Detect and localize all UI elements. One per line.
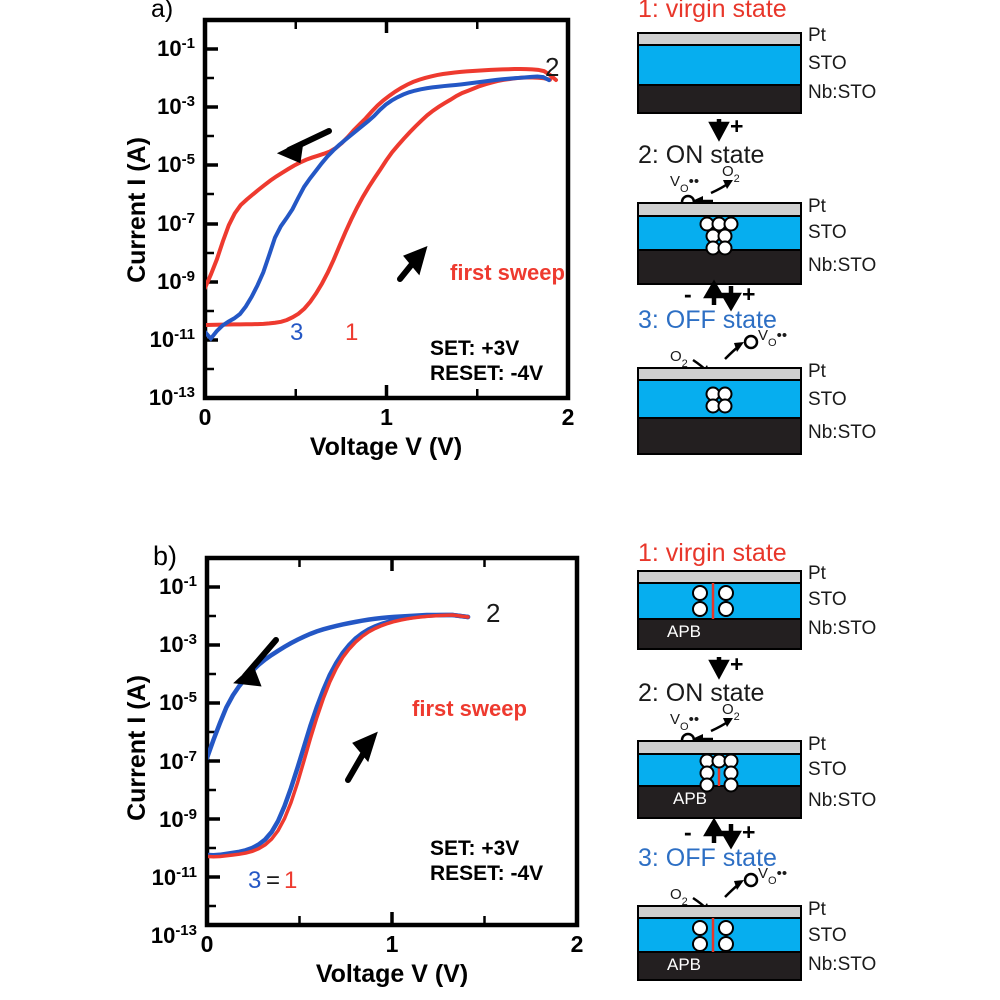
svg-text:3: OFF state: 3: OFF state xyxy=(638,306,777,334)
svg-text:b): b) xyxy=(153,541,177,571)
svg-text:STO: STO xyxy=(808,53,847,74)
svg-text:0: 0 xyxy=(201,931,214,957)
svg-text:2: ON state: 2: ON state xyxy=(638,679,764,707)
svg-text:RESET: -4V: RESET: -4V xyxy=(430,362,543,385)
svg-text:Pt: Pt xyxy=(808,734,827,755)
svg-text:Pt: Pt xyxy=(808,25,827,46)
svg-text:Pt: Pt xyxy=(808,899,827,920)
svg-text:Nb:STO: Nb:STO xyxy=(808,790,876,811)
svg-text:APB: APB xyxy=(673,789,707,808)
svg-text:3: 3 xyxy=(290,319,303,346)
svg-text:1: 1 xyxy=(345,319,358,346)
svg-text:1: 1 xyxy=(284,867,297,894)
svg-text:+: + xyxy=(730,651,743,677)
svg-text:Voltage V (V): Voltage V (V) xyxy=(316,960,468,988)
svg-text:Nb:STO: Nb:STO xyxy=(808,618,876,639)
svg-text:+: + xyxy=(742,281,755,307)
svg-text:STO: STO xyxy=(808,389,847,410)
svg-text:=: = xyxy=(266,867,280,894)
svg-text:STO: STO xyxy=(808,925,847,946)
svg-text:APB: APB xyxy=(667,955,701,974)
svg-text:APB: APB xyxy=(667,622,701,641)
svg-text:Nb:STO: Nb:STO xyxy=(808,422,876,443)
svg-text:2: 2 xyxy=(562,404,575,430)
svg-text:Pt: Pt xyxy=(808,196,827,217)
svg-text:-: - xyxy=(684,281,692,307)
svg-text:SET: +3V: SET: +3V xyxy=(430,837,519,860)
svg-text:first sweep: first sweep xyxy=(450,260,565,285)
svg-text:+: + xyxy=(742,819,755,845)
svg-text:a): a) xyxy=(151,0,173,23)
svg-text:2: 2 xyxy=(486,598,500,628)
svg-text:first sweep: first sweep xyxy=(412,696,527,721)
svg-text:0: 0 xyxy=(199,404,212,430)
svg-text:2: 2 xyxy=(545,52,559,82)
svg-text:Pt: Pt xyxy=(808,361,827,382)
svg-text:RESET: -4V: RESET: -4V xyxy=(430,862,543,885)
svg-text:2: ON state: 2: ON state xyxy=(638,141,764,169)
svg-text:Current I (A): Current I (A) xyxy=(123,137,151,283)
svg-text:1: virgin state: 1: virgin state xyxy=(638,0,787,23)
svg-text:3: 3 xyxy=(248,867,261,894)
svg-text:Pt: Pt xyxy=(808,563,827,584)
svg-text:1: virgin state: 1: virgin state xyxy=(638,539,787,567)
svg-text:SET: +3V: SET: +3V xyxy=(430,337,519,360)
svg-text:1: 1 xyxy=(386,931,399,957)
svg-text:STO: STO xyxy=(808,759,847,780)
svg-text:-: - xyxy=(684,819,692,845)
svg-text:STO: STO xyxy=(808,589,847,610)
svg-text:2: 2 xyxy=(571,931,584,957)
svg-text:Nb:STO: Nb:STO xyxy=(808,954,876,975)
svg-text:3: OFF state: 3: OFF state xyxy=(638,844,777,872)
svg-text:Nb:STO: Nb:STO xyxy=(808,255,876,276)
svg-text:Current I (A): Current I (A) xyxy=(123,675,151,821)
svg-text:Nb:STO: Nb:STO xyxy=(808,82,876,103)
svg-text:Voltage V (V): Voltage V (V) xyxy=(310,433,462,461)
svg-text:+: + xyxy=(730,113,743,139)
svg-text:1: 1 xyxy=(380,404,393,430)
svg-text:STO: STO xyxy=(808,222,847,243)
